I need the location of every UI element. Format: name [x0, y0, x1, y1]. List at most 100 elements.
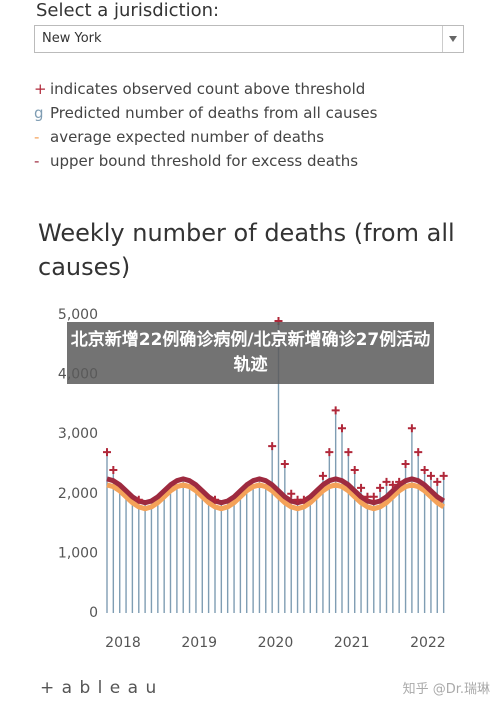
y-tick-label: 3,000: [58, 426, 98, 442]
bar: [112, 469, 115, 613]
exceed-marker: [280, 460, 289, 468]
exceed-marker: [433, 477, 442, 486]
bar: [398, 481, 400, 613]
bar: [220, 502, 223, 613]
legend-symbol: -: [34, 128, 40, 146]
exceed-marker: [407, 424, 416, 433]
bar: [354, 469, 356, 613]
bar: [207, 496, 210, 613]
exceed-marker: [109, 465, 118, 474]
legend-item: g Predicted number of deaths from all cau…: [34, 104, 377, 122]
bar: [360, 487, 362, 613]
exceed-marker: [134, 495, 143, 504]
bar: [176, 484, 178, 613]
bar: [271, 446, 273, 613]
bar: [163, 496, 165, 613]
bar: [226, 502, 229, 613]
bar: [252, 484, 254, 613]
prompt: Select a jurisdiction:: [36, 0, 220, 21]
bar: [201, 493, 203, 613]
bar: [169, 493, 172, 613]
exceed-marker: [331, 406, 340, 415]
dropdown[interactable]: New York: [34, 25, 464, 53]
x-tick-label: 2020: [258, 635, 294, 651]
exceed-marker: [350, 465, 359, 474]
legend-symbol: g: [34, 104, 44, 122]
chart-title: Weekly number of deaths (from all causes…: [38, 219, 455, 281]
bar: [239, 496, 242, 613]
exceed-marker: [369, 492, 378, 501]
bar: [106, 452, 108, 613]
dropdown-arrow[interactable]: [442, 26, 463, 52]
footer-logo: + a b l e a u: [40, 678, 158, 698]
bar: [417, 452, 419, 613]
bar: [246, 493, 248, 613]
legend-symbol: +: [34, 80, 47, 98]
exceed-marker: [337, 424, 346, 433]
bar: [265, 484, 267, 613]
bar: [430, 475, 432, 613]
exceed-marker: [439, 471, 448, 480]
legend-label: indicates observed count above threshold: [50, 80, 366, 98]
legend-item: - average expected number of deaths: [34, 128, 324, 146]
overlay-banner: 北京新增22例确诊病例/北京新增确诊27例活动轨迹: [67, 322, 434, 384]
bar: [131, 496, 134, 613]
exceed-marker: [395, 477, 404, 486]
bar: [392, 484, 394, 613]
bar: [303, 499, 305, 613]
exceed-marker: [426, 471, 435, 480]
bar: [138, 499, 140, 613]
legend-label: Predicted number of deaths from all caus…: [50, 104, 378, 122]
bar: [322, 475, 324, 613]
y-tick-label: 0: [89, 605, 98, 621]
bar: [233, 502, 235, 613]
y-tick-label: 5,000: [58, 307, 98, 323]
exceed-marker: [382, 477, 391, 486]
bar: [125, 490, 127, 613]
exceed-marker: [299, 495, 308, 504]
bar: [334, 410, 337, 613]
exceed-marker: [268, 442, 277, 451]
y-tick-label: 1,000: [58, 545, 98, 561]
exceed-marker: [287, 489, 296, 498]
bar: [144, 502, 146, 613]
line: [106, 482, 446, 512]
bar: [258, 478, 261, 613]
bar: [284, 464, 286, 613]
bar: [157, 502, 159, 613]
legend-symbol: -: [34, 152, 40, 170]
bar: [195, 487, 197, 613]
exceed-marker: [376, 483, 385, 492]
legend-label: upper bound threshold for excess deaths: [50, 152, 359, 170]
exceed-marker: [388, 480, 397, 489]
exceed-marker: [420, 465, 429, 474]
exceed-marker: [414, 448, 423, 457]
exceed-marker: [318, 471, 327, 480]
bar: [442, 475, 445, 613]
bar: [328, 452, 331, 613]
bar: [150, 502, 153, 613]
bar: [373, 496, 375, 613]
exceed-marker: [103, 448, 111, 457]
exceed-marker: [325, 448, 334, 457]
exceed-marker: [344, 448, 353, 457]
bar: [214, 499, 216, 613]
exceed-marker: [401, 460, 410, 468]
bar: [119, 484, 121, 613]
bar: [366, 496, 369, 613]
bar: [347, 452, 350, 613]
bar: [290, 493, 292, 613]
dropdown-value: New York: [42, 31, 102, 46]
legend-item: + indicates observed count above threshol…: [34, 80, 365, 98]
bar: [423, 469, 426, 613]
x-tick-label: 2018: [105, 635, 141, 651]
bar: [404, 464, 407, 613]
line: [106, 476, 446, 506]
bar: [182, 478, 184, 613]
y-tick-label: 2,000: [58, 486, 98, 502]
bar: [436, 481, 438, 613]
exceed-marker: [211, 495, 220, 504]
legend-label: average expected number of deaths: [50, 128, 325, 146]
bar: [309, 499, 311, 613]
